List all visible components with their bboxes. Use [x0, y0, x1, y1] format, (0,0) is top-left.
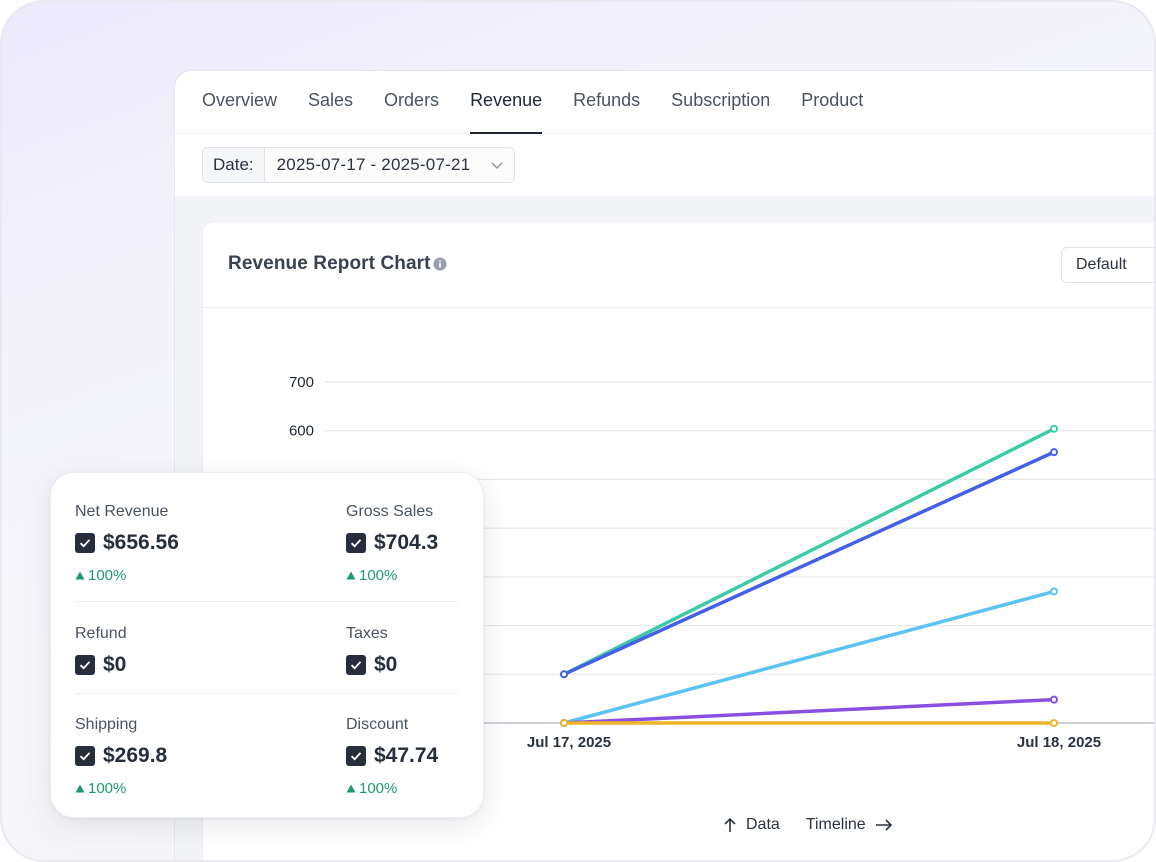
- divider: [75, 693, 459, 694]
- stat-change-value: 100%: [359, 567, 398, 584]
- stat-label: Shipping: [75, 716, 138, 733]
- data-point: [1050, 424, 1058, 433]
- stat-refund: Refund $0: [75, 625, 127, 677]
- stat-label: Refund: [75, 625, 127, 642]
- checkbox-net-revenue[interactable]: [75, 533, 95, 553]
- stat-value: $269.8: [103, 744, 168, 767]
- chart-footer: Data Timeline: [722, 812, 920, 838]
- checkmark-icon: [79, 752, 91, 761]
- y-tick-label: 600: [289, 423, 314, 440]
- triangle-up-icon: [346, 571, 356, 580]
- stat-taxes: Taxes $0: [346, 625, 397, 677]
- arrow-right-icon: [875, 819, 892, 831]
- stat-change: 100%: [346, 567, 438, 584]
- x-tick-label: Jul 17, 2025: [527, 734, 611, 751]
- revenue-summary-card: Net Revenue $656.56 100% Gross Sales $70…: [50, 472, 484, 818]
- stat-label: Net Revenue: [75, 503, 169, 520]
- date-filter-label: Date:: [203, 148, 265, 182]
- series-line: [562, 450, 1056, 677]
- stat-label: Taxes: [346, 625, 388, 642]
- data-point: [560, 719, 568, 727]
- stat-value: $0: [374, 653, 398, 676]
- top-bar: Overview Sales Orders Revenue Refunds Su…: [175, 71, 1154, 196]
- stat-value: $704.3: [374, 531, 439, 554]
- checkbox-refund[interactable]: [75, 655, 95, 675]
- series-line: [562, 697, 1056, 725]
- tab-subscription[interactable]: Subscription: [671, 90, 771, 110]
- stat-gross-sales: Gross Sales $704.3 100%: [346, 503, 438, 584]
- report-tabs: Overview Sales Orders Revenue Refunds Su…: [175, 71, 1154, 134]
- stat-change: 100%: [75, 780, 167, 797]
- checkmark-icon: [79, 539, 91, 548]
- stat-label: Discount: [346, 716, 409, 733]
- stat-net-revenue: Net Revenue $656.56 100%: [75, 503, 179, 584]
- stat-discount: Discount $47.74 100%: [346, 716, 438, 797]
- checkbox-shipping[interactable]: [75, 746, 95, 766]
- tab-orders[interactable]: Orders: [384, 90, 440, 110]
- data-point: [1050, 719, 1058, 727]
- tab-overview[interactable]: Overview: [202, 90, 278, 110]
- series-line: [562, 427, 1056, 677]
- chart-view-select[interactable]: Default: [1061, 247, 1154, 283]
- stat-change-value: 100%: [88, 780, 127, 797]
- date-range-picker[interactable]: Date: 2025-07-17 - 2025-07-21: [202, 147, 515, 183]
- stat-value: $656.56: [103, 531, 179, 554]
- card-title: Revenue Report Chart: [228, 253, 431, 274]
- triangle-up-icon: [75, 784, 85, 793]
- y-tick-label: 700: [289, 374, 314, 391]
- stat-value: $0: [103, 653, 127, 676]
- checkmark-icon: [350, 752, 362, 761]
- divider: [75, 601, 459, 602]
- checkmark-icon: [350, 661, 362, 670]
- data-point: [560, 670, 568, 679]
- tab-product[interactable]: Product: [801, 90, 864, 110]
- card-header: Revenue Report Chart Default: [203, 222, 1154, 308]
- series-line: [562, 589, 1056, 725]
- x-tick-label: Jul 18, 2025: [1017, 734, 1101, 751]
- stat-change: 100%: [75, 567, 179, 584]
- triangle-up-icon: [75, 571, 85, 580]
- chevron-down-icon: [491, 162, 503, 169]
- stat-value: $47.74: [374, 744, 439, 767]
- data-point: [1050, 695, 1058, 704]
- checkmark-icon: [350, 539, 362, 548]
- tab-sales[interactable]: Sales: [308, 90, 354, 110]
- checkbox-taxes[interactable]: [346, 655, 366, 675]
- checkbox-discount[interactable]: [346, 746, 366, 766]
- timeline-axis-label: Timeline: [805, 816, 866, 833]
- stat-change-value: 100%: [88, 567, 127, 584]
- arrow-up-icon: [724, 817, 736, 832]
- timeline-axis-toggle[interactable]: Timeline: [806, 816, 894, 834]
- data-axis-toggle[interactable]: Data: [722, 816, 780, 834]
- triangle-up-icon: [346, 784, 356, 793]
- stat-label: Gross Sales: [346, 503, 434, 520]
- checkmark-icon: [79, 661, 91, 670]
- data-axis-label: Data: [746, 816, 780, 833]
- stat-shipping: Shipping $269.8 100%: [75, 716, 167, 797]
- checkbox-gross-sales[interactable]: [346, 533, 366, 553]
- stat-change-value: 100%: [359, 780, 398, 797]
- data-point: [1050, 587, 1058, 596]
- date-range-value: 2025-07-17 - 2025-07-21: [276, 155, 471, 174]
- tab-revenue[interactable]: Revenue: [470, 71, 543, 134]
- info-icon[interactable]: [433, 257, 447, 271]
- data-point: [1050, 448, 1058, 457]
- tab-refunds[interactable]: Refunds: [573, 90, 641, 110]
- stat-change: 100%: [346, 780, 438, 797]
